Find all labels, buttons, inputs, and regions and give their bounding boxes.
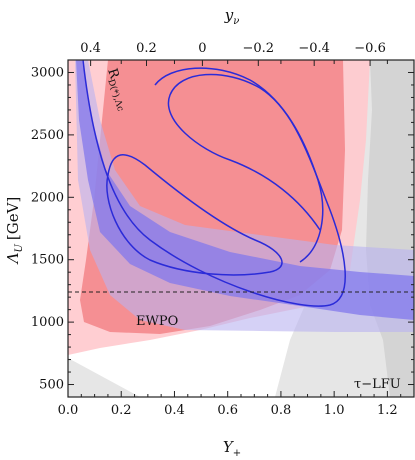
y-tick-label: 1000 xyxy=(31,315,64,330)
plot-area xyxy=(68,60,414,397)
y-tick-label: 2500 xyxy=(31,128,64,143)
x-tick-label: 0.8 xyxy=(271,403,292,418)
top-axis-title: yν xyxy=(224,6,240,27)
y-tick-label: 1500 xyxy=(31,253,64,268)
axis-tick-labels: 0.0 0.2 0.4 0.6 0.8 1.0 1.2 500 1000 1500 2000 2500… xyxy=(31,41,398,418)
x-tick-label: 1.0 xyxy=(324,403,345,418)
annotation-ewpo: EWPO xyxy=(136,314,178,329)
x-tick-label: 0.6 xyxy=(217,403,238,418)
top-tick-label: −0.4 xyxy=(298,41,330,56)
axis-ticks xyxy=(67,59,414,397)
top-tick-label: 0 xyxy=(198,41,206,56)
x-axis-title: Y+ xyxy=(223,438,241,459)
x-tick-label: 0.2 xyxy=(111,403,132,418)
y-tick-label: 500 xyxy=(39,378,64,393)
y-tick-label: 3000 xyxy=(31,65,64,80)
top-tick-label: −0.6 xyxy=(354,41,386,56)
x-tick-label: 0.4 xyxy=(164,403,185,418)
annotation-tau-lfu: τ−LFU xyxy=(354,377,401,392)
y-tick-label: 2000 xyxy=(31,190,64,205)
x-tick-label: 1.2 xyxy=(377,403,398,418)
ewpo-contour-upper-loop xyxy=(154,67,324,263)
top-tick-label: 0.2 xyxy=(136,41,157,56)
top-tick-label: −0.2 xyxy=(243,41,275,56)
y-axis-title: ΛU[GeV] xyxy=(4,197,25,266)
top-tick-label: 0.4 xyxy=(80,41,101,56)
x-tick-label: 0.0 xyxy=(58,403,79,418)
ewpo-contour-inner xyxy=(106,154,283,276)
rd-band-1sigma xyxy=(76,60,414,320)
